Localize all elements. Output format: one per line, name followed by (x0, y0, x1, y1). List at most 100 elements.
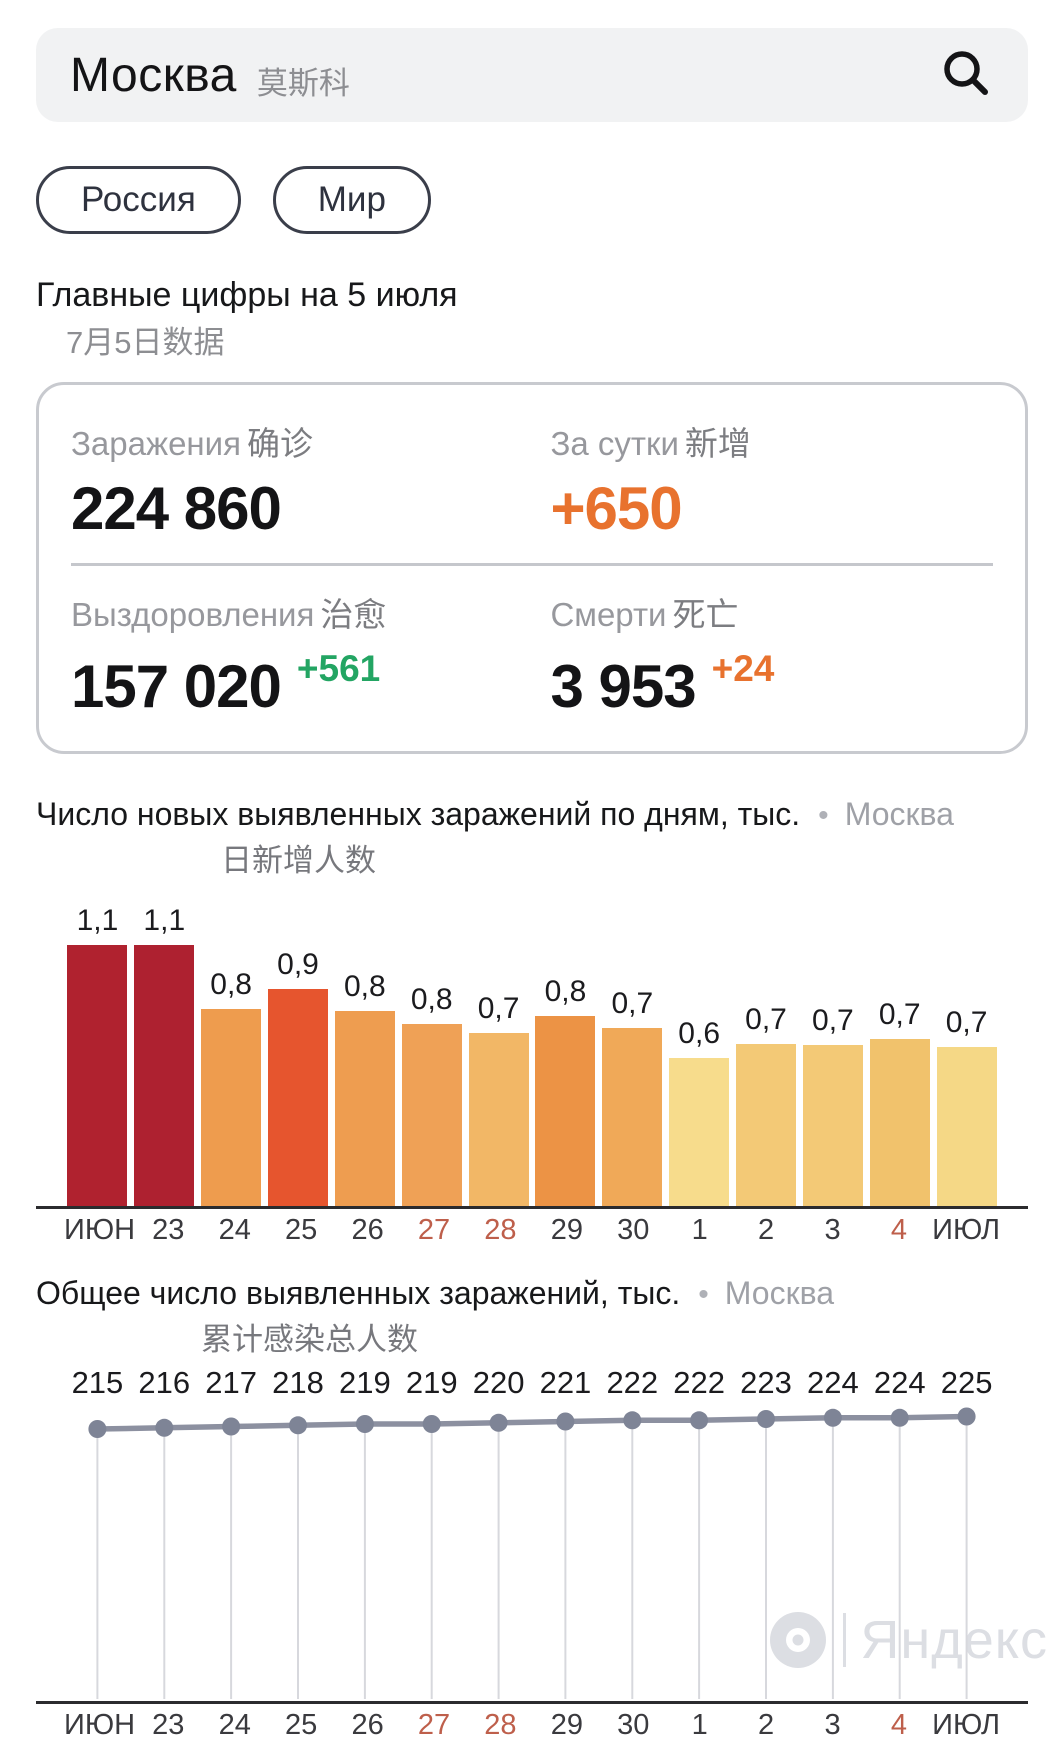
point-value-label: 215 (71, 1365, 124, 1400)
bar-value-label: 0,7 (878, 998, 921, 1031)
watermark-divider (843, 1613, 847, 1667)
bar (736, 1044, 797, 1206)
stats-heading: Главные цифры на 5 июля (36, 276, 458, 314)
dot-separator: • (698, 1278, 709, 1311)
point-value-label: 222 (673, 1365, 726, 1400)
bar-column: 1,1 (131, 884, 198, 1206)
point-value-label: 221 (539, 1365, 592, 1400)
bar (268, 989, 328, 1206)
point-value-label: 217 (205, 1365, 258, 1400)
x-axis-label: 25 (285, 1213, 318, 1246)
stat-value: +650 (550, 475, 682, 542)
x-axis-label: 30 (617, 1708, 650, 1741)
x-axis-label: ИЮЛ (932, 1708, 1001, 1741)
bar-value-label: 0,7 (945, 1006, 988, 1039)
bar-value-label: 0,8 (544, 975, 587, 1008)
x-axis-line (36, 1206, 1028, 1209)
bar-column: 0,7 (866, 884, 933, 1206)
bar (468, 1033, 529, 1206)
chart-region-label: Москва (844, 796, 954, 832)
bar-column: 0,7 (733, 884, 800, 1206)
point-value-label: 219 (405, 1365, 458, 1400)
bar (67, 945, 128, 1206)
stat-delta: +561 (296, 648, 381, 689)
stat-daily: За сутки 新增 +650 (550, 417, 993, 539)
x-axis-label: 29 (550, 1213, 583, 1246)
bar-column: 0,7 (599, 884, 666, 1206)
x-axis-label: 28 (484, 1708, 517, 1741)
x-axis-label: 2 (758, 1213, 775, 1246)
point-value-label: 224 (807, 1365, 859, 1400)
point-value-label: 225 (940, 1365, 993, 1400)
x-axis-label: 2 (758, 1708, 775, 1741)
bar-column: 0,8 (398, 884, 465, 1206)
x-axis-label: 26 (351, 1213, 384, 1246)
x-axis-label: 25 (285, 1708, 318, 1741)
bar-column: 0,9 (265, 884, 332, 1206)
bar-value-label: 0,7 (611, 987, 654, 1020)
bar-value-label: 0,9 (277, 948, 319, 981)
x-axis-label: 27 (417, 1708, 451, 1741)
bar-value-label: 0,7 (477, 992, 520, 1025)
bar-value-label: 0,7 (745, 1003, 787, 1036)
x-axis-label: 26 (351, 1708, 384, 1741)
x-axis-label: 29 (550, 1708, 583, 1741)
bar-column: 0,8 (532, 884, 599, 1206)
bar-column: 0,8 (331, 884, 398, 1206)
chart-title: Число новых выявленных заражений по дням… (36, 796, 801, 832)
point-value-label: 216 (138, 1365, 191, 1400)
stat-value: 157 020 +561 (71, 648, 381, 720)
x-axis-label: 24 (218, 1708, 251, 1741)
bar-column: 0,8 (198, 884, 265, 1206)
filter-world-button[interactable]: Мир (272, 166, 431, 234)
x-axis-label: ИЮН (64, 1708, 136, 1741)
stat-label: За сутки 新增 (550, 425, 751, 462)
bar-chart-xlabels: ИЮН 23 24 25 26 27 28 29 30 1 2 3 4 ИЮЛ (36, 1209, 1028, 1251)
bar (869, 1039, 930, 1206)
search-icon[interactable] (938, 47, 994, 103)
stat-recoveries: Выздоровления 治愈 157 020 +561 (71, 588, 550, 717)
stat-label: Выздоровления 治愈 (71, 596, 387, 633)
chart-subtitle-translation: 累计感染总人数 (201, 1322, 418, 1357)
line-chart-values: 215 216 217 218 219 219 220 221 222 222 223 224 224 2… (36, 1365, 1028, 1401)
bar-column: 0,7 (933, 884, 1000, 1206)
x-axis-label: 23 (152, 1708, 185, 1741)
bar (401, 1024, 462, 1206)
point-value-label: 223 (740, 1365, 792, 1400)
bar (334, 1011, 395, 1206)
bar-value-label: 0,7 (812, 1004, 854, 1037)
bar-column: 0,7 (465, 884, 532, 1206)
x-axis-label: 27 (417, 1213, 451, 1246)
x-axis-label: 28 (484, 1213, 517, 1246)
point-value-label: 222 (606, 1365, 659, 1400)
divider (71, 563, 993, 566)
x-axis-label: 3 (824, 1213, 841, 1246)
search-input[interactable]: Москва 莫斯科 (36, 28, 1028, 122)
stat-label: Смерти 死亡 (550, 596, 739, 633)
bar-value-label: 0,6 (678, 1017, 721, 1050)
bar-value-label: 0,8 (410, 983, 453, 1016)
region-filter-pills: Россия Мир (36, 166, 1028, 234)
dot-separator: • (818, 799, 829, 832)
filter-russia-button[interactable]: Россия (36, 166, 241, 234)
stat-label: Заражения 确诊 (71, 425, 313, 462)
bar (134, 945, 195, 1206)
point-value-label: 218 (272, 1365, 324, 1400)
chart-region-label: Москва (724, 1275, 835, 1311)
search-query-translation: 莫斯科 (256, 65, 350, 101)
daily-cases-chart: Число новых выявленных заражений по дням… (36, 796, 1028, 1251)
line-chart-plot: Яндекс (36, 1401, 1047, 1701)
point-value-label: 219 (339, 1365, 391, 1400)
stats-card: Заражения 确诊 224 860 За сутки 新增 +650 Вызд… (36, 382, 1028, 754)
chart-title: Общее число выявленных заражений, тыс. (36, 1275, 681, 1311)
x-axis-label: ИЮН (64, 1213, 136, 1246)
bar (669, 1058, 730, 1206)
x-axis-label: 30 (617, 1213, 650, 1246)
bar-value-label: 0,8 (210, 968, 252, 1001)
bar-chart-columns: 1,1 1,1 0,8 0,9 0,8 0,8 0,7 0,8 0,7 0,6 0,7 0,7 0,7 0… (36, 884, 1028, 1206)
bar-column: 1,1 (64, 884, 131, 1206)
x-axis-label: 4 (890, 1213, 908, 1246)
point-value-label: 224 (873, 1365, 926, 1400)
stat-value: 224 860 (71, 475, 282, 542)
